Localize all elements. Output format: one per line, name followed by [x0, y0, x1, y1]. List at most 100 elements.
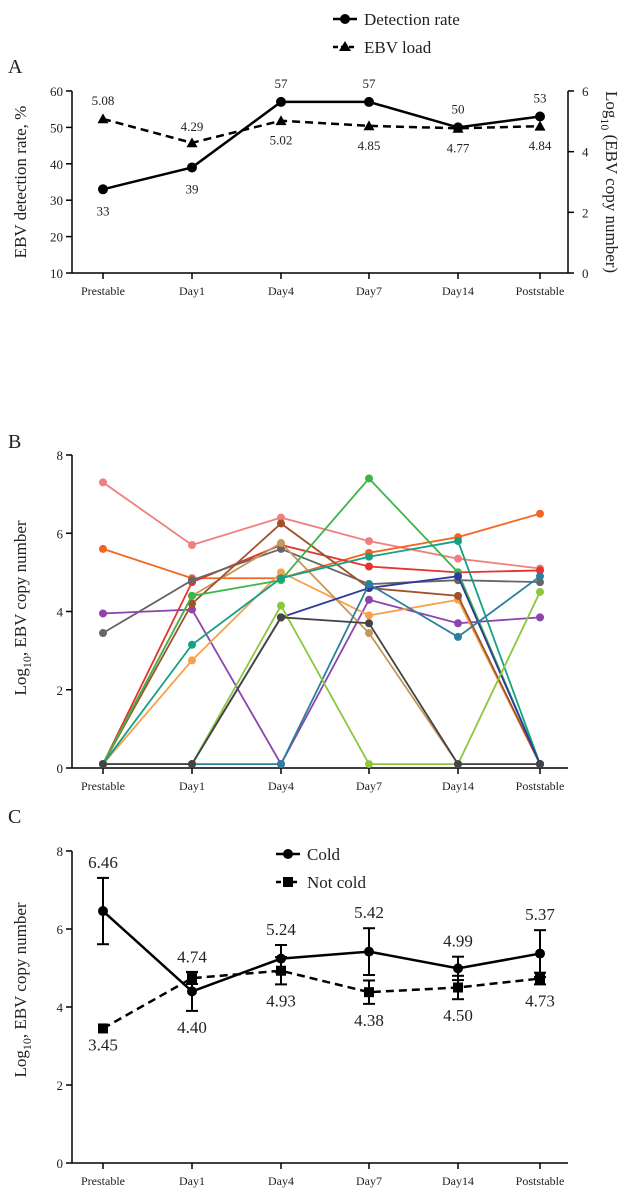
subject-series-point-8: [277, 519, 285, 528]
axis-c-ytick-label: 4: [57, 1000, 64, 1015]
not-cold-data-label: 4.73: [525, 991, 555, 1010]
axis-c-title: Log10, EBV copy number: [11, 902, 34, 1077]
cold-point: [364, 946, 374, 957]
panel-label-b: B: [8, 431, 21, 453]
detection-rate-point: [98, 184, 108, 195]
axis-b-xtick-label: Poststable: [516, 779, 565, 793]
subject-series-point-2: [536, 509, 544, 518]
axis-a-left-title: EBV detection rate, %: [11, 106, 30, 259]
cold-data-label: 5.37: [525, 905, 555, 924]
axis-a-ytick-label: 60: [50, 84, 63, 99]
subject-series-point-12: [365, 580, 373, 589]
subject-series-point-14: [99, 760, 107, 769]
axis-b-ytick-label: 0: [57, 761, 64, 776]
subject-series-point-4: [99, 629, 107, 638]
series-not-cold-line: [102, 969, 541, 1030]
axis-c-ytick-label: 6: [57, 922, 64, 937]
cold-data-label: 6.46: [88, 853, 118, 872]
ebv-load-point: [363, 120, 375, 131]
axis-b-xtick-label: Prestable: [81, 779, 125, 793]
not-cold-data-label: 4.38: [354, 1011, 384, 1030]
subject-series-point-4: [277, 544, 285, 553]
cold-data-label: 4.99: [443, 932, 473, 951]
axis-a-ytick-label: 10: [50, 266, 63, 281]
legend-a-detection-marker: [340, 14, 350, 24]
subject-series-point-14: [277, 613, 285, 622]
axis-b-ytick-label: 4: [57, 605, 64, 620]
subject-series-point-12: [536, 572, 544, 581]
detection-rate-data-label: 53: [534, 90, 547, 105]
subject-series-line-9: [102, 477, 541, 765]
ebv-load-data-label: 4.77: [447, 140, 470, 155]
subject-series-point-3: [365, 562, 373, 571]
not-cold-data-label: 4.50: [443, 1006, 473, 1025]
detection-rate-data-label: 50: [452, 101, 465, 116]
cold-data-label: 5.24: [266, 920, 296, 939]
axis-c-xtick-label: Day1: [179, 1174, 205, 1188]
ebv-load-data-label: 5.02: [270, 133, 293, 148]
subject-series-point-5: [536, 613, 544, 622]
detection-rate-data-label: 57: [275, 76, 289, 91]
cold-data-label: 5.42: [354, 903, 384, 922]
axis-b-title: Log10, EBV copy number: [11, 520, 34, 695]
subject-series-line-14: [103, 616, 540, 765]
axis-a-xtick-label: Poststable: [516, 284, 565, 298]
ebv-load-point: [186, 137, 198, 148]
subject-series-point-13: [536, 587, 544, 596]
axis-a-ytick-label: 50: [50, 120, 63, 135]
detection-rate-point: [276, 96, 286, 107]
ebv-load-point: [97, 113, 109, 124]
detection-rate-point: [187, 162, 197, 173]
detection-rate-data-label: 33: [97, 203, 110, 218]
legend-a-detection-label: Detection rate: [364, 10, 460, 29]
panel-label-a: A: [8, 56, 23, 78]
subject-series-point-14: [536, 760, 544, 769]
subject-series-point-10: [365, 552, 373, 561]
not-cold-point: [364, 987, 374, 998]
subject-series-point-5: [99, 609, 107, 618]
axis-c-xtick-label: Day14: [442, 1174, 474, 1188]
legend-c-cold-label: Cold: [307, 845, 341, 864]
axis-c-ytick-label: 8: [57, 844, 64, 859]
ebv-load-data-label: 5.08: [92, 93, 115, 108]
subject-series-line-8: [102, 522, 541, 765]
axis-c-ytick-label: 0: [57, 1156, 64, 1171]
subject-series-point-6: [277, 568, 285, 577]
subject-series-point-4: [536, 578, 544, 587]
ebv-load-point: [275, 115, 287, 126]
subject-series-point-9: [188, 591, 196, 600]
axis-b-ytick-label: 6: [57, 526, 64, 541]
axis-a-xtick-label: Day14: [442, 284, 474, 298]
detection-rate-data-label: 39: [186, 181, 199, 196]
subject-series-point-13: [277, 601, 285, 610]
axis-b-ytick-label: 8: [57, 448, 64, 463]
axis-b-xtick-label: Day1: [179, 779, 205, 793]
subject-series-point-4: [188, 576, 196, 585]
axis-a-ytick-right-label: 6: [582, 84, 589, 99]
cold-point: [187, 986, 197, 997]
legend-c-cold-marker: [283, 849, 293, 859]
subject-series-point-10: [277, 574, 285, 583]
subject-series-point-1: [188, 540, 196, 549]
subject-series-point-8: [188, 599, 196, 608]
subject-series-point-6: [188, 656, 196, 665]
subject-series-line-11: [103, 575, 541, 765]
axis-c-xtick-label: Day4: [268, 1174, 294, 1188]
axis-a-ytick-label: 30: [50, 193, 63, 208]
axis-c-xtick-label: Prestable: [81, 1174, 125, 1188]
subject-series-point-14: [454, 760, 462, 769]
cold-point: [453, 963, 463, 974]
not-cold-data-label: 4.74: [177, 947, 207, 966]
detection-rate-point: [453, 122, 463, 133]
plot-b: 0 2 4 6 8 Prestable Day1 Day4 Day7 Day14 Poststabl…: [57, 448, 568, 793]
axis-b-xtick-label: Day4: [268, 779, 294, 793]
subject-series-point-1: [365, 537, 373, 546]
subject-series-line-6: [102, 571, 541, 765]
not-cold-point: [453, 982, 463, 993]
subject-series-point-1: [99, 478, 107, 487]
axis-a-right-title: Log10 (EBV copy number): [598, 91, 621, 273]
axis-a-xtick-label: Prestable: [81, 284, 125, 298]
subject-series-point-13: [365, 760, 373, 769]
subject-series-point-5: [365, 595, 373, 604]
legend-a: Detection rate EBV load: [333, 10, 460, 57]
